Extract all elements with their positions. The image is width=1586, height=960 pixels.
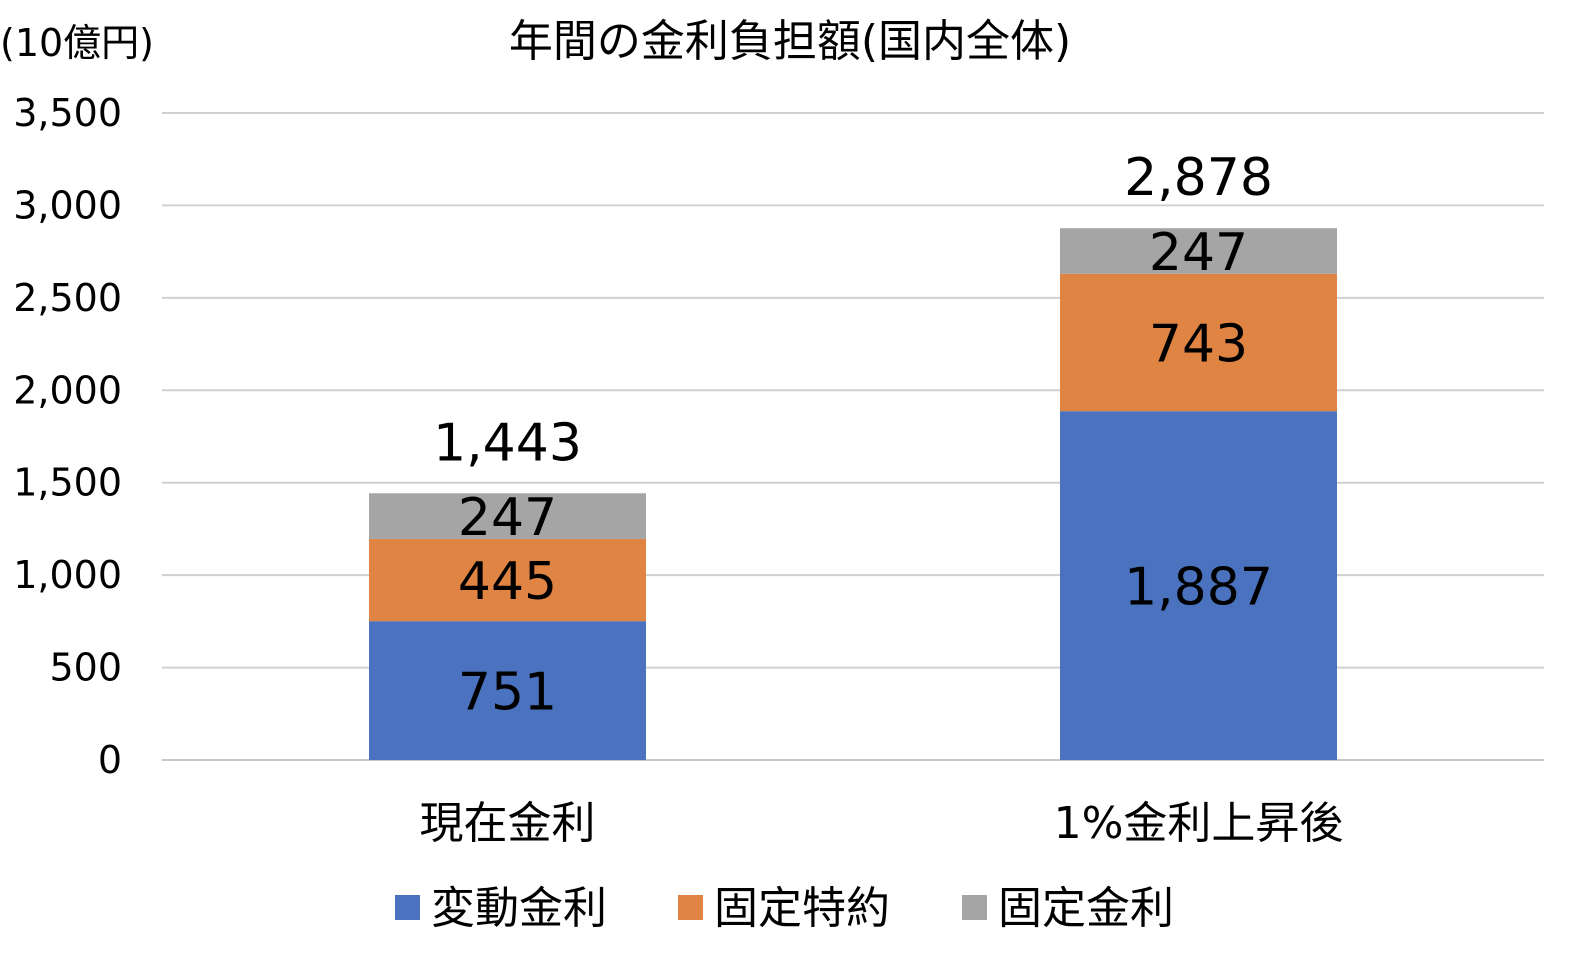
y-tick-label: 3,500 — [13, 91, 122, 135]
bar-segment — [1060, 411, 1337, 760]
y-tick-label: 500 — [49, 646, 122, 690]
segment-value-label: 1,887 — [1124, 558, 1273, 618]
y-tick-label: 0 — [98, 738, 122, 782]
segment-value-label: 247 — [458, 488, 557, 548]
y-tick-label: 2,000 — [13, 368, 122, 412]
x-axis-categories: 現在金利 1%金利上昇後 — [420, 798, 1344, 849]
chart-title: 年間の金利負担額(国内全体) — [509, 16, 1071, 67]
segment-value-label: 743 — [1149, 315, 1248, 375]
bar-segment — [369, 493, 646, 539]
bars — [369, 228, 1337, 760]
segment-value-label: 751 — [458, 663, 557, 723]
bar-segment — [1060, 273, 1337, 412]
y-axis-ticks: 0 500 1,000 1,500 2,000 2,500 3,000 3,500 — [13, 91, 122, 782]
legend-swatch — [678, 895, 703, 920]
y-tick-label: 1,500 — [13, 461, 122, 505]
total-value-label: 2,878 — [1124, 148, 1273, 208]
x-category-label: 現在金利 — [420, 798, 596, 849]
legend-swatch — [395, 895, 420, 920]
y-tick-label: 3,000 — [13, 183, 122, 227]
legend-label: 変動金利 — [431, 883, 607, 934]
segment-value-label: 445 — [458, 552, 557, 612]
total-labels: 1,443 2,878 — [433, 148, 1273, 473]
total-value-label: 1,443 — [433, 413, 582, 473]
bar-segment — [1060, 228, 1337, 274]
bar-segment — [369, 538, 646, 622]
bar-segment — [369, 621, 646, 760]
legend: 変動金利 固定特約 固定金利 — [395, 883, 1174, 934]
x-category-label: 1%金利上昇後 — [1054, 798, 1344, 849]
legend-swatch — [962, 895, 987, 920]
legend-label: 固定特約 — [714, 883, 890, 934]
y-axis-unit-label: (10億円) — [0, 21, 154, 65]
legend-label: 固定金利 — [998, 883, 1174, 934]
y-tick-label: 2,500 — [13, 276, 122, 320]
segment-value-label: 247 — [1149, 223, 1248, 283]
y-tick-label: 1,000 — [13, 553, 122, 597]
